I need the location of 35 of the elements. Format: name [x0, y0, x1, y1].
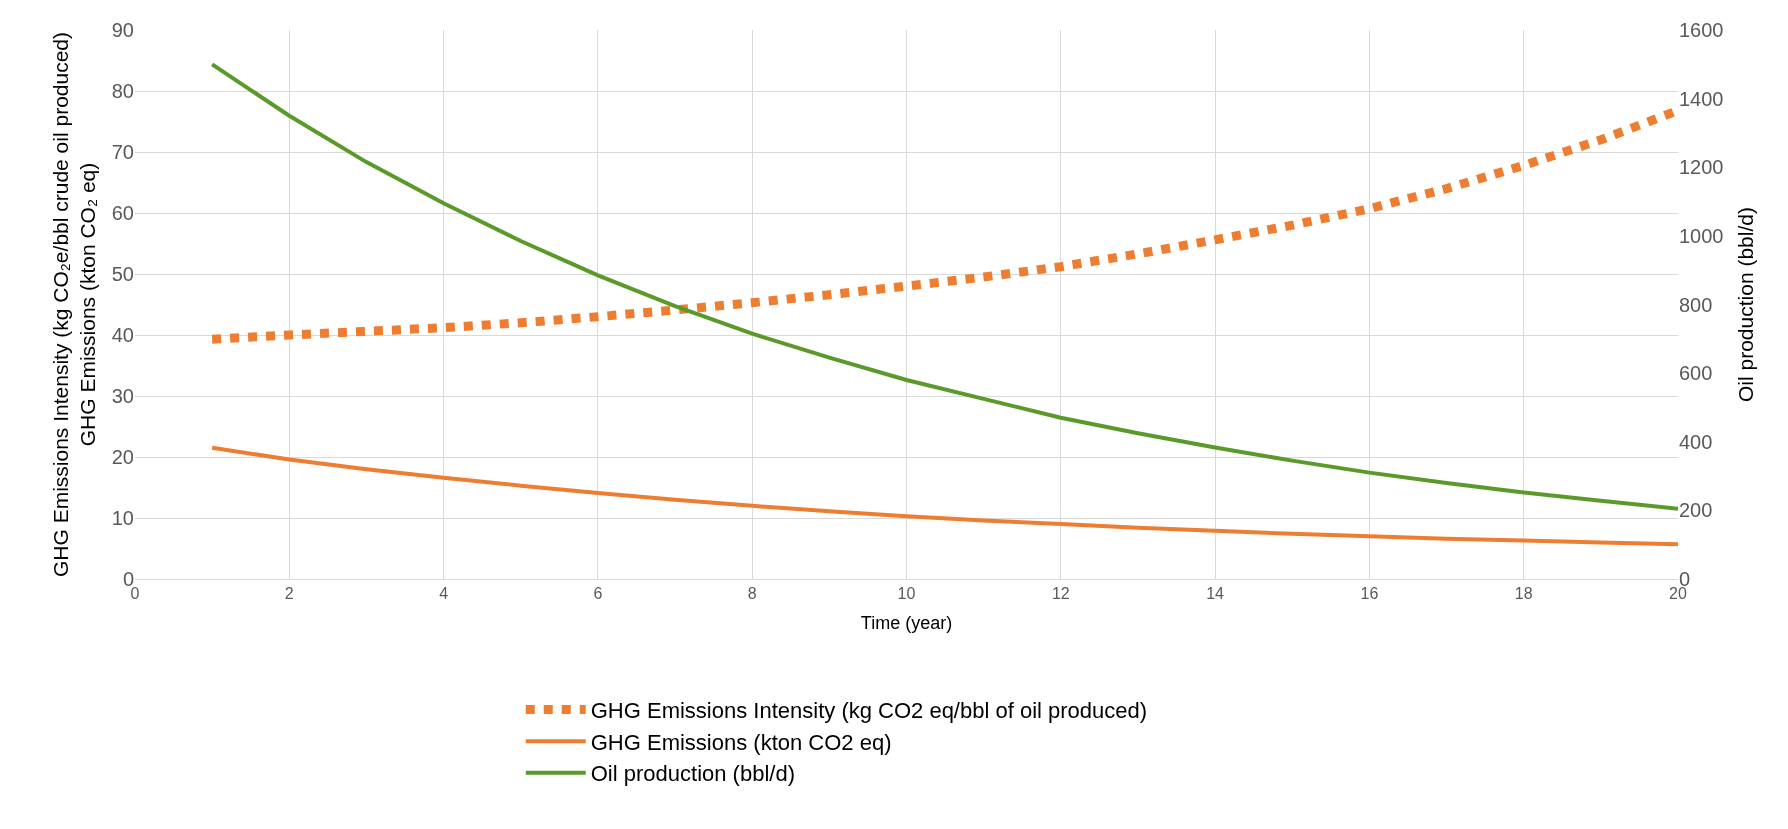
- y2-tick-label: 1400: [1679, 87, 1724, 110]
- y-tick-label: 40: [111, 324, 134, 346]
- x-tick-label: 12: [1051, 585, 1070, 603]
- y2-tick-label: 600: [1679, 362, 1713, 385]
- y-tick-label: 20: [111, 446, 134, 468]
- line-series: [210, 62, 1678, 511]
- y-axis-title: GHG Emissions Intensity (kg CO₂e/bbl crude oil produced) GHG Emissions (kton CO₂ eq): [48, 31, 99, 578]
- y2-axis-title: Oil production (bbl/d): [1733, 207, 1757, 402]
- y2-tick-label: 1200: [1679, 156, 1724, 179]
- x-tick-label: 4: [439, 585, 449, 603]
- y-tick-label: 90: [111, 19, 134, 41]
- y2-tick-label: 200: [1679, 499, 1713, 522]
- y-tick-label: 30: [111, 385, 134, 407]
- x-tick-label: 20: [1669, 585, 1687, 603]
- y-tick-label: 70: [111, 141, 134, 163]
- x-tick-label: 10: [897, 585, 916, 603]
- legend-label: GHG Emissions (kton CO2 eq): [590, 729, 892, 755]
- x-tick-label: 8: [747, 585, 757, 603]
- x-tick-label: 6: [593, 585, 603, 603]
- x-tick-label: 16: [1360, 585, 1379, 603]
- line-series: [210, 445, 1678, 547]
- y2-tick-label: 1600: [1679, 19, 1724, 41]
- legend-label: Oil production (bbl/d): [590, 761, 795, 787]
- y2-tick-label: 400: [1679, 430, 1713, 453]
- y2-tick-label: 1000: [1679, 224, 1724, 247]
- x-tick-label: 18: [1514, 585, 1533, 603]
- x-axis-title: Time (year): [860, 613, 953, 634]
- x-tick-label: 2: [284, 585, 294, 603]
- y-tick-label: 60: [111, 202, 134, 224]
- legend-label: GHG Emissions Intensity (kg CO2 eq/bbl of oil produced): [590, 698, 1148, 724]
- y-tick-label: 80: [111, 80, 134, 102]
- y-tick-label: 50: [111, 263, 134, 285]
- y-tick-label: 10: [111, 507, 134, 529]
- y2-tick-label: 800: [1679, 293, 1713, 316]
- x-tick-label: 14: [1206, 585, 1225, 603]
